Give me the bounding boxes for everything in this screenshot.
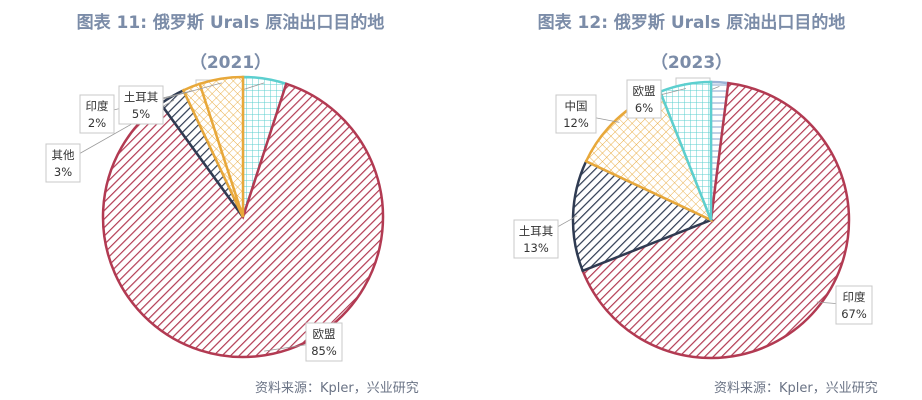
pie-slice-1-1 [581, 81, 851, 360]
slice-value-label: 85% [311, 344, 337, 358]
chart1-subtitle: （2021） [189, 53, 272, 73]
slice-name-label: 欧盟 [633, 84, 656, 98]
chart2-subtitle: （2023） [650, 53, 733, 73]
chart1-title: 图表 11: 俄罗斯 Urals 原油出口目的地 [76, 13, 385, 33]
data-label-box-1-1 [835, 285, 873, 325]
slice-value-label: 12% [563, 116, 589, 130]
slice-value-label: 13% [523, 241, 549, 255]
slice-value-label: 2% [88, 116, 106, 130]
slice-name-label: 土耳其 [124, 90, 159, 104]
data-label-box-1-3 [555, 94, 597, 134]
slice-name-label: 其他 [52, 148, 75, 162]
slice-value-label: 6% [635, 101, 653, 115]
slice-value-label: 5% [132, 107, 150, 121]
slice-name-label: 中国 [565, 99, 588, 113]
chart2-source: 资料来源：Kpler，兴业研究 [714, 381, 878, 396]
slice-name-label: 印度 [843, 290, 866, 304]
slice-name-label: 印度 [86, 99, 109, 113]
chart1-source: 资料来源：Kpler，兴业研究 [255, 381, 419, 396]
pie-slice-0-4 [198, 75, 245, 218]
pie-slice-1-2 [571, 159, 715, 273]
slice-value-label: 3% [54, 165, 72, 179]
data-label-box-0-2 [45, 143, 81, 183]
data-label-box-1-2 [513, 219, 559, 259]
data-label-box-0-4 [118, 85, 164, 125]
slice-name-label: 土耳其 [519, 224, 554, 238]
chart2-title: 图表 12: 俄罗斯 Urals 原油出口目的地 [537, 13, 846, 33]
data-label-box-1-4 [626, 79, 662, 119]
data-label-box-0-3 [79, 94, 115, 134]
slice-name-label: 欧盟 [313, 327, 336, 341]
data-label-box-0-1 [305, 322, 343, 362]
slice-value-label: 67% [841, 307, 867, 321]
pie-slice-0-1 [101, 82, 385, 359]
